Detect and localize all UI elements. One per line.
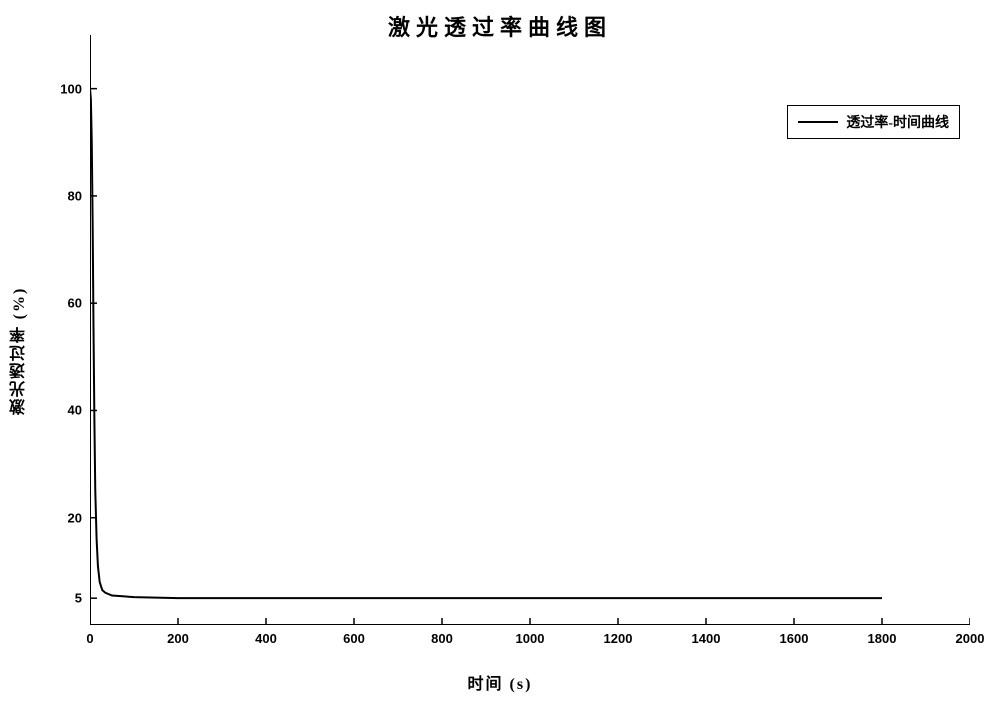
- legend-line-sample: [798, 121, 838, 123]
- legend-box: 透过率-时间曲线: [787, 105, 960, 139]
- y-tick-label: 60: [68, 296, 82, 311]
- x-tick-label: 0: [86, 631, 93, 646]
- y-tick-label: 100: [60, 81, 82, 96]
- x-tick-label: 200: [167, 631, 189, 646]
- x-axis-label: 时间 (s): [0, 670, 1000, 694]
- y-axis-label: 激光透过率 (%): [8, 287, 32, 416]
- y-tick-label: 5: [75, 591, 82, 606]
- x-tick-label: 1800: [868, 631, 897, 646]
- x-tick-label: 1000: [516, 631, 545, 646]
- x-tick-label: 1600: [780, 631, 809, 646]
- x-tick-label: 800: [431, 631, 453, 646]
- x-tick-label: 1400: [692, 631, 721, 646]
- x-tick-label: 600: [343, 631, 365, 646]
- y-tick-label: 80: [68, 188, 82, 203]
- y-tick-label: 20: [68, 510, 82, 525]
- x-tick-label: 2000: [956, 631, 985, 646]
- x-tick-label: 1200: [604, 631, 633, 646]
- legend-label: 透过率-时间曲线: [846, 112, 949, 132]
- chart-container: { "chart": { "type": "line", "title": "激…: [0, 0, 1000, 702]
- x-tick-label: 400: [255, 631, 277, 646]
- y-tick-label: 40: [68, 403, 82, 418]
